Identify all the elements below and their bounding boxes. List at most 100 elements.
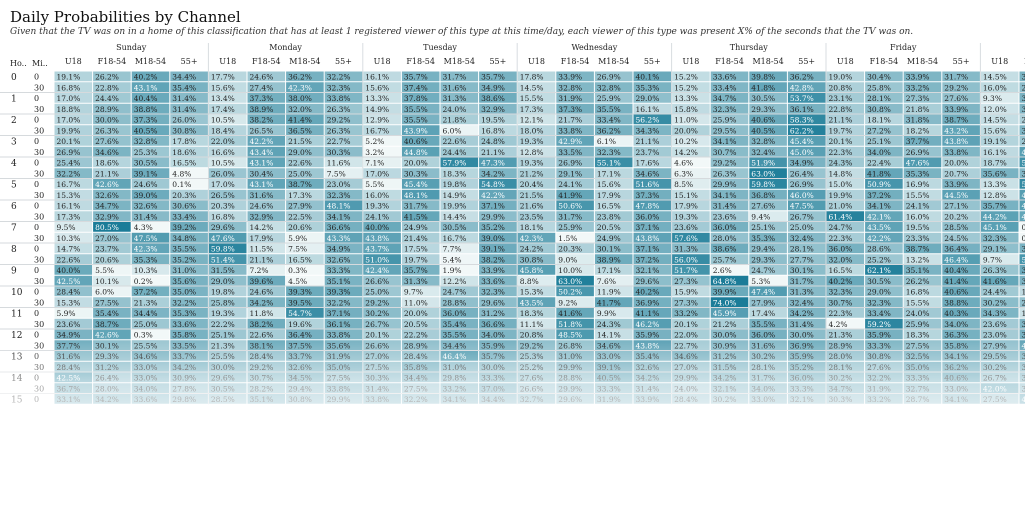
cell-label: 26.8%: [558, 341, 582, 350]
heat-cell: [401, 157, 440, 168]
heat-cell: [787, 200, 826, 211]
heat-cell: [826, 232, 865, 243]
heat-cell: [363, 318, 401, 329]
cell-label: 32.9%: [481, 105, 505, 114]
heat-cell: [324, 265, 363, 275]
cell-label: 36.5%: [288, 126, 312, 135]
cell-label: 36.2%: [944, 363, 968, 372]
heat-cell: [440, 71, 479, 82]
cell-label: 45.6%: [1022, 148, 1025, 157]
heat-cell: [672, 200, 710, 211]
cell-label: 21.5%: [288, 137, 312, 146]
heat-cell: [286, 103, 324, 114]
cell-label: 27.9%: [288, 202, 312, 211]
cell-label: 31.2%: [95, 363, 119, 372]
heat-cell: [93, 318, 131, 329]
day-header: Tuesday: [423, 43, 457, 52]
heat-cell: [903, 136, 942, 146]
cell-label: 18.7%: [983, 159, 1007, 168]
demo-header: 55+: [644, 57, 661, 66]
heat-cell: [479, 168, 517, 178]
heat-cell: [93, 114, 131, 125]
heat-cell: [170, 114, 208, 125]
cell-label: 18.3%: [520, 309, 544, 318]
heat-cell: [170, 103, 208, 114]
cell-label: 29.0%: [867, 288, 891, 297]
heat-cell: [980, 222, 1019, 232]
heat-cell: [401, 82, 440, 92]
heat-cell: [980, 211, 1019, 221]
heat-cell: [401, 222, 440, 232]
cell-label: 17.3%: [520, 105, 544, 114]
heat-cell: [672, 297, 710, 307]
heat-cell: [672, 82, 710, 92]
heat-cell: [865, 146, 903, 157]
cell-label: 29.3%: [751, 255, 775, 264]
cell-label: 37.2%: [134, 288, 158, 297]
cell-label: 22.7%: [327, 137, 351, 146]
cell-label: 38.7%: [95, 320, 119, 329]
minute-label: 30: [34, 105, 44, 114]
cell-label: 40.2%: [134, 73, 158, 82]
cell-label: 14.8%: [829, 169, 853, 178]
row-header-minute: Mi..: [32, 59, 48, 68]
cell-label: 30.1%: [790, 266, 814, 275]
heat-cell: [170, 254, 208, 264]
day-header: Thursday: [730, 43, 768, 52]
heat-cell: [247, 200, 286, 211]
cell-label: 33.6%: [134, 395, 158, 404]
cell-label: 18.6%: [172, 148, 196, 157]
cell-label: 34.3%: [636, 126, 660, 135]
cell-label: 24.6%: [250, 288, 274, 297]
cell-label: 28.0%: [829, 352, 853, 361]
heat-cell: [942, 297, 980, 307]
heat-cell: [1019, 265, 1025, 275]
heat-cell: [942, 329, 980, 340]
cell-label: 14.2%: [250, 223, 274, 232]
cell-label: 29.9%: [558, 363, 582, 372]
cell-label: 30.2%: [829, 374, 853, 383]
heat-cell: [324, 136, 363, 146]
cell-label: 33.8%: [327, 384, 351, 393]
heat-cell: [54, 211, 93, 221]
heat-cell: [749, 168, 787, 178]
heat-cell: [131, 125, 170, 135]
heat-cell: [594, 329, 633, 340]
cell-label: 20.5%: [597, 223, 621, 232]
minute-label: 30: [34, 298, 44, 307]
cell-label: 5.9%: [57, 309, 76, 318]
cell-label: 26.2%: [95, 73, 119, 82]
heat-cell: [208, 275, 247, 286]
cell-label: 18.6%: [95, 159, 119, 168]
heat-cell: [440, 329, 479, 340]
heat-cell: [633, 189, 672, 200]
cell-label: 31.3%: [790, 288, 814, 297]
cell-label: 61.4%: [829, 212, 853, 221]
heat-cell: [363, 82, 401, 92]
cell-label: 20.3%: [211, 202, 235, 211]
cell-label: 31.0%: [443, 363, 467, 372]
cell-label: 27.6%: [751, 202, 775, 211]
cell-label: 26.0%: [211, 169, 235, 178]
cell-label: 46.1%: [1022, 191, 1025, 200]
cell-label: 27.3%: [906, 94, 930, 103]
heat-cell: [93, 200, 131, 211]
cell-label: 31.7%: [443, 73, 467, 82]
cell-label: 26.6%: [520, 384, 544, 393]
heat-cell: [633, 297, 672, 307]
cell-label: 20.5%: [404, 320, 428, 329]
heat-cell: [865, 82, 903, 92]
cell-label: 33.6%: [713, 73, 737, 82]
cell-label: 23.6%: [983, 320, 1007, 329]
cell-label: 17.5%: [404, 245, 428, 254]
cell-label: 28.8%: [443, 298, 467, 307]
cell-label: 24.9%: [597, 234, 621, 243]
heat-cell: [440, 275, 479, 286]
cell-label: 33.3%: [867, 341, 891, 350]
heat-cell: [286, 136, 324, 146]
cell-label: 30.8%: [520, 255, 544, 264]
cell-label: 19.9%: [57, 126, 81, 135]
cell-label: 33.0%: [134, 363, 158, 372]
cell-label: 32.2%: [327, 73, 351, 82]
cell-label: 36.0%: [751, 331, 775, 340]
